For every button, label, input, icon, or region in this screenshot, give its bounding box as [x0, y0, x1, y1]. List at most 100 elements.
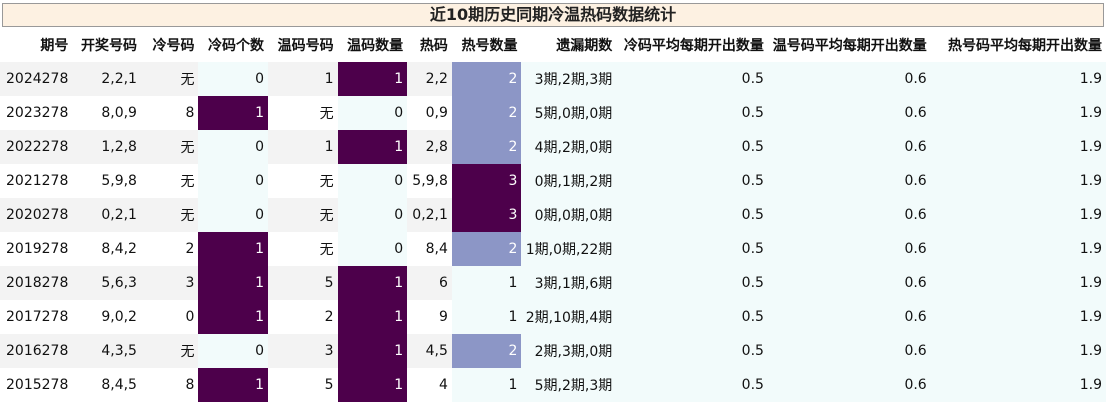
hot-cell: 2,2: [407, 62, 452, 96]
cold-avg-cell: 0.5: [616, 62, 768, 96]
warm-count-cell: 1: [337, 130, 408, 164]
period-cell: 2017278: [0, 300, 73, 334]
cold-count-cell: 1: [198, 266, 269, 300]
cold-count-cell: 1: [198, 232, 269, 266]
period-cell: 2023278: [0, 96, 73, 130]
hot-cell: 5,9,8: [407, 164, 452, 198]
header-warm-count: 温码数量: [337, 28, 408, 62]
hot-count-cell: 2: [451, 96, 522, 130]
cold-avg-cell: 0.5: [616, 266, 768, 300]
header-miss: 遗漏期数: [521, 28, 617, 62]
hot-avg-cell: 1.9: [930, 62, 1106, 96]
hot-avg-cell: 1.9: [930, 198, 1106, 232]
hot-cell: 4: [407, 368, 452, 402]
cold-avg-cell: 0.5: [616, 96, 768, 130]
hot-count-cell: 2: [451, 130, 522, 164]
hot-cell: 9: [407, 300, 452, 334]
warm-count-cell: 0: [337, 96, 408, 130]
header-period: 期号: [0, 28, 73, 62]
header-row: 期号 开奖号码 冷号码 冷码个数 温码号码 温码数量 热码 热号数量 遗漏期数 …: [0, 28, 1106, 62]
header-hot-count: 热号数量: [451, 28, 522, 62]
draw-cell: 8,4,2: [72, 232, 141, 266]
miss-cell: 5期,2期,3期: [521, 368, 617, 402]
cold-count-cell: 1: [198, 300, 269, 334]
miss-cell: 0期,0期,0期: [521, 198, 617, 232]
cold-cell: 无: [140, 164, 199, 198]
draw-cell: 1,2,8: [72, 130, 141, 164]
warm-avg-cell: 0.6: [767, 334, 931, 368]
header-draw: 开奖号码: [72, 28, 141, 62]
warm-cell: 1: [268, 62, 338, 96]
miss-cell: 5期,0期,0期: [521, 96, 617, 130]
warm-avg-cell: 0.6: [767, 164, 931, 198]
hot-avg-cell: 1.9: [930, 96, 1106, 130]
cold-count-cell: 0: [198, 334, 269, 368]
header-cold-count: 冷码个数: [198, 28, 269, 62]
draw-cell: 5,6,3: [72, 266, 141, 300]
hot-avg-cell: 1.9: [930, 164, 1106, 198]
cold-cell: 2: [140, 232, 199, 266]
header-cold-avg: 冷码平均每期开出数量: [616, 28, 768, 62]
header-hot-avg: 热号码平均每期开出数量: [930, 28, 1106, 62]
warm-avg-cell: 0.6: [767, 62, 931, 96]
warm-avg-cell: 0.6: [767, 130, 931, 164]
hot-count-cell: 1: [451, 300, 522, 334]
table-row: 2018278 5,6,3 3 1 5 1 6 1 3期,1期,6期 0.5 0.6 1.9: [0, 266, 1106, 300]
warm-count-cell: 0: [337, 232, 408, 266]
warm-cell: 5: [268, 368, 338, 402]
cold-count-cell: 0: [198, 62, 269, 96]
hot-avg-cell: 1.9: [930, 300, 1106, 334]
table-row: 2022278 1,2,8 无 0 1 1 2,8 2 4期,2期,0期 0.5 0.6 1.9: [0, 130, 1106, 164]
miss-cell: 3期,2期,3期: [521, 62, 617, 96]
table-row: 2020278 0,2,1 无 0 无 0 0,2,1 3 0期,0期,0期 0.5 0.6 1.9: [0, 198, 1106, 232]
hot-avg-cell: 1.9: [930, 232, 1106, 266]
warm-count-cell: 1: [337, 300, 408, 334]
warm-count-cell: 1: [337, 266, 408, 300]
table-title: 近10期历史同期冷温热码数据统计: [2, 3, 1104, 27]
hot-cell: 8,4: [407, 232, 452, 266]
period-cell: 2022278: [0, 130, 73, 164]
warm-count-cell: 0: [337, 164, 408, 198]
cold-count-cell: 0: [198, 198, 269, 232]
cold-avg-cell: 0.5: [616, 334, 768, 368]
cold-count-cell: 0: [198, 130, 269, 164]
cold-count-cell: 0: [198, 164, 269, 198]
hot-count-cell: 1: [451, 368, 522, 402]
warm-cell: 无: [268, 96, 338, 130]
period-cell: 2024278: [0, 62, 73, 96]
warm-count-cell: 1: [337, 62, 408, 96]
cold-cell: 无: [140, 62, 199, 96]
hot-count-cell: 2: [451, 232, 522, 266]
cold-avg-cell: 0.5: [616, 368, 768, 402]
table-body: 2024278 2,2,1 无 0 1 1 2,2 2 3期,2期,3期 0.5 0.6 1.9 202…: [0, 62, 1106, 402]
header-cold: 冷号码: [140, 28, 199, 62]
hot-count-cell: 3: [451, 164, 522, 198]
hot-count-cell: 1: [451, 266, 522, 300]
stats-table: 期号 开奖号码 冷号码 冷码个数 温码号码 温码数量 热码 热号数量 遗漏期数 …: [0, 28, 1106, 402]
miss-cell: 1期,0期,22期: [521, 232, 617, 266]
period-cell: 2016278: [0, 334, 73, 368]
cold-avg-cell: 0.5: [616, 198, 768, 232]
hot-avg-cell: 1.9: [930, 368, 1106, 402]
draw-cell: 4,3,5: [72, 334, 141, 368]
warm-cell: 无: [268, 198, 338, 232]
draw-cell: 5,9,8: [72, 164, 141, 198]
cold-avg-cell: 0.5: [616, 130, 768, 164]
draw-cell: 2,2,1: [72, 62, 141, 96]
draw-cell: 0,2,1: [72, 198, 141, 232]
draw-cell: 8,0,9: [72, 96, 141, 130]
miss-cell: 3期,1期,6期: [521, 266, 617, 300]
period-cell: 2019278: [0, 232, 73, 266]
table-row: 2019278 8,4,2 2 1 无 0 8,4 2 1期,0期,22期 0.5 0.6 1.9: [0, 232, 1106, 266]
hot-count-cell: 3: [451, 198, 522, 232]
warm-cell: 1: [268, 130, 338, 164]
warm-count-cell: 1: [337, 368, 408, 402]
header-warm: 温码号码: [268, 28, 338, 62]
warm-avg-cell: 0.6: [767, 198, 931, 232]
hot-cell: 6: [407, 266, 452, 300]
miss-cell: 4期,2期,0期: [521, 130, 617, 164]
miss-cell: 0期,1期,2期: [521, 164, 617, 198]
cold-count-cell: 1: [198, 368, 269, 402]
cold-count-cell: 1: [198, 96, 269, 130]
miss-cell: 2期,3期,0期: [521, 334, 617, 368]
